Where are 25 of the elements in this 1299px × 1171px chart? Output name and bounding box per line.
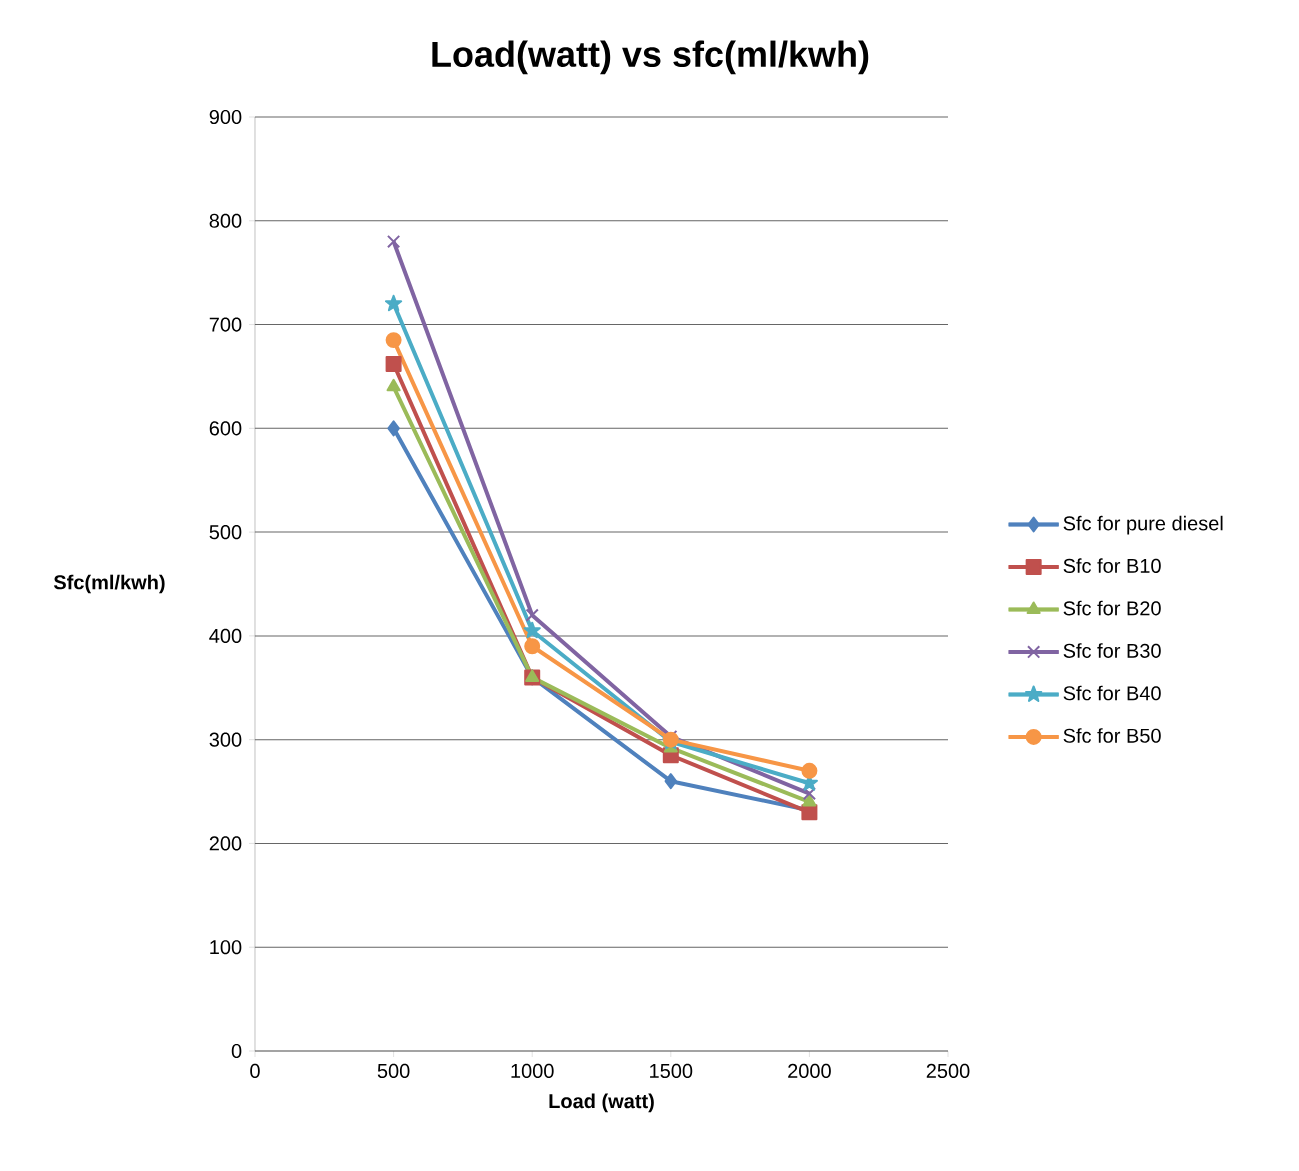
x-tick-label: 2000	[788, 1063, 831, 1079]
legend-label: Sfc for B40	[1063, 685, 1161, 701]
y-tick-label: 400	[209, 628, 242, 643]
y-axis-title: Sfc(ml/kwh)	[53, 574, 165, 594]
y-tick-label: 100	[210, 940, 242, 955]
y-tick-label: 800	[209, 213, 242, 228]
legend-label: Sfc for B20	[1063, 600, 1161, 616]
y-tick-label: 0	[231, 1043, 242, 1059]
legend-label: Sfc for B50	[1063, 728, 1161, 743]
x-tick-label: 500	[377, 1063, 410, 1079]
y-tick-label: 500	[209, 525, 242, 540]
y-tick-label: 900	[209, 109, 242, 125]
legend-label: Sfc for B10	[1063, 558, 1161, 573]
legend-label: Sfc for B30	[1063, 643, 1161, 658]
x-tick-label: 0	[250, 1063, 260, 1079]
chart-title: Load(watt) vs sfc(ml/kwh)	[432, 40, 869, 75]
y-tick-label: 300	[209, 732, 242, 747]
x-axis-title: Load (watt)	[549, 1093, 654, 1113]
y-tick-label: 200	[209, 836, 242, 851]
x-tick-label: 1000	[511, 1063, 554, 1079]
y-tick-label: 700	[209, 317, 242, 332]
x-tick-label: 2500	[926, 1063, 970, 1079]
y-tick-label: 600	[209, 421, 242, 436]
legend-label: Sfc for pure diesel	[1063, 515, 1223, 535]
x-tick-label: 1500	[650, 1063, 693, 1079]
